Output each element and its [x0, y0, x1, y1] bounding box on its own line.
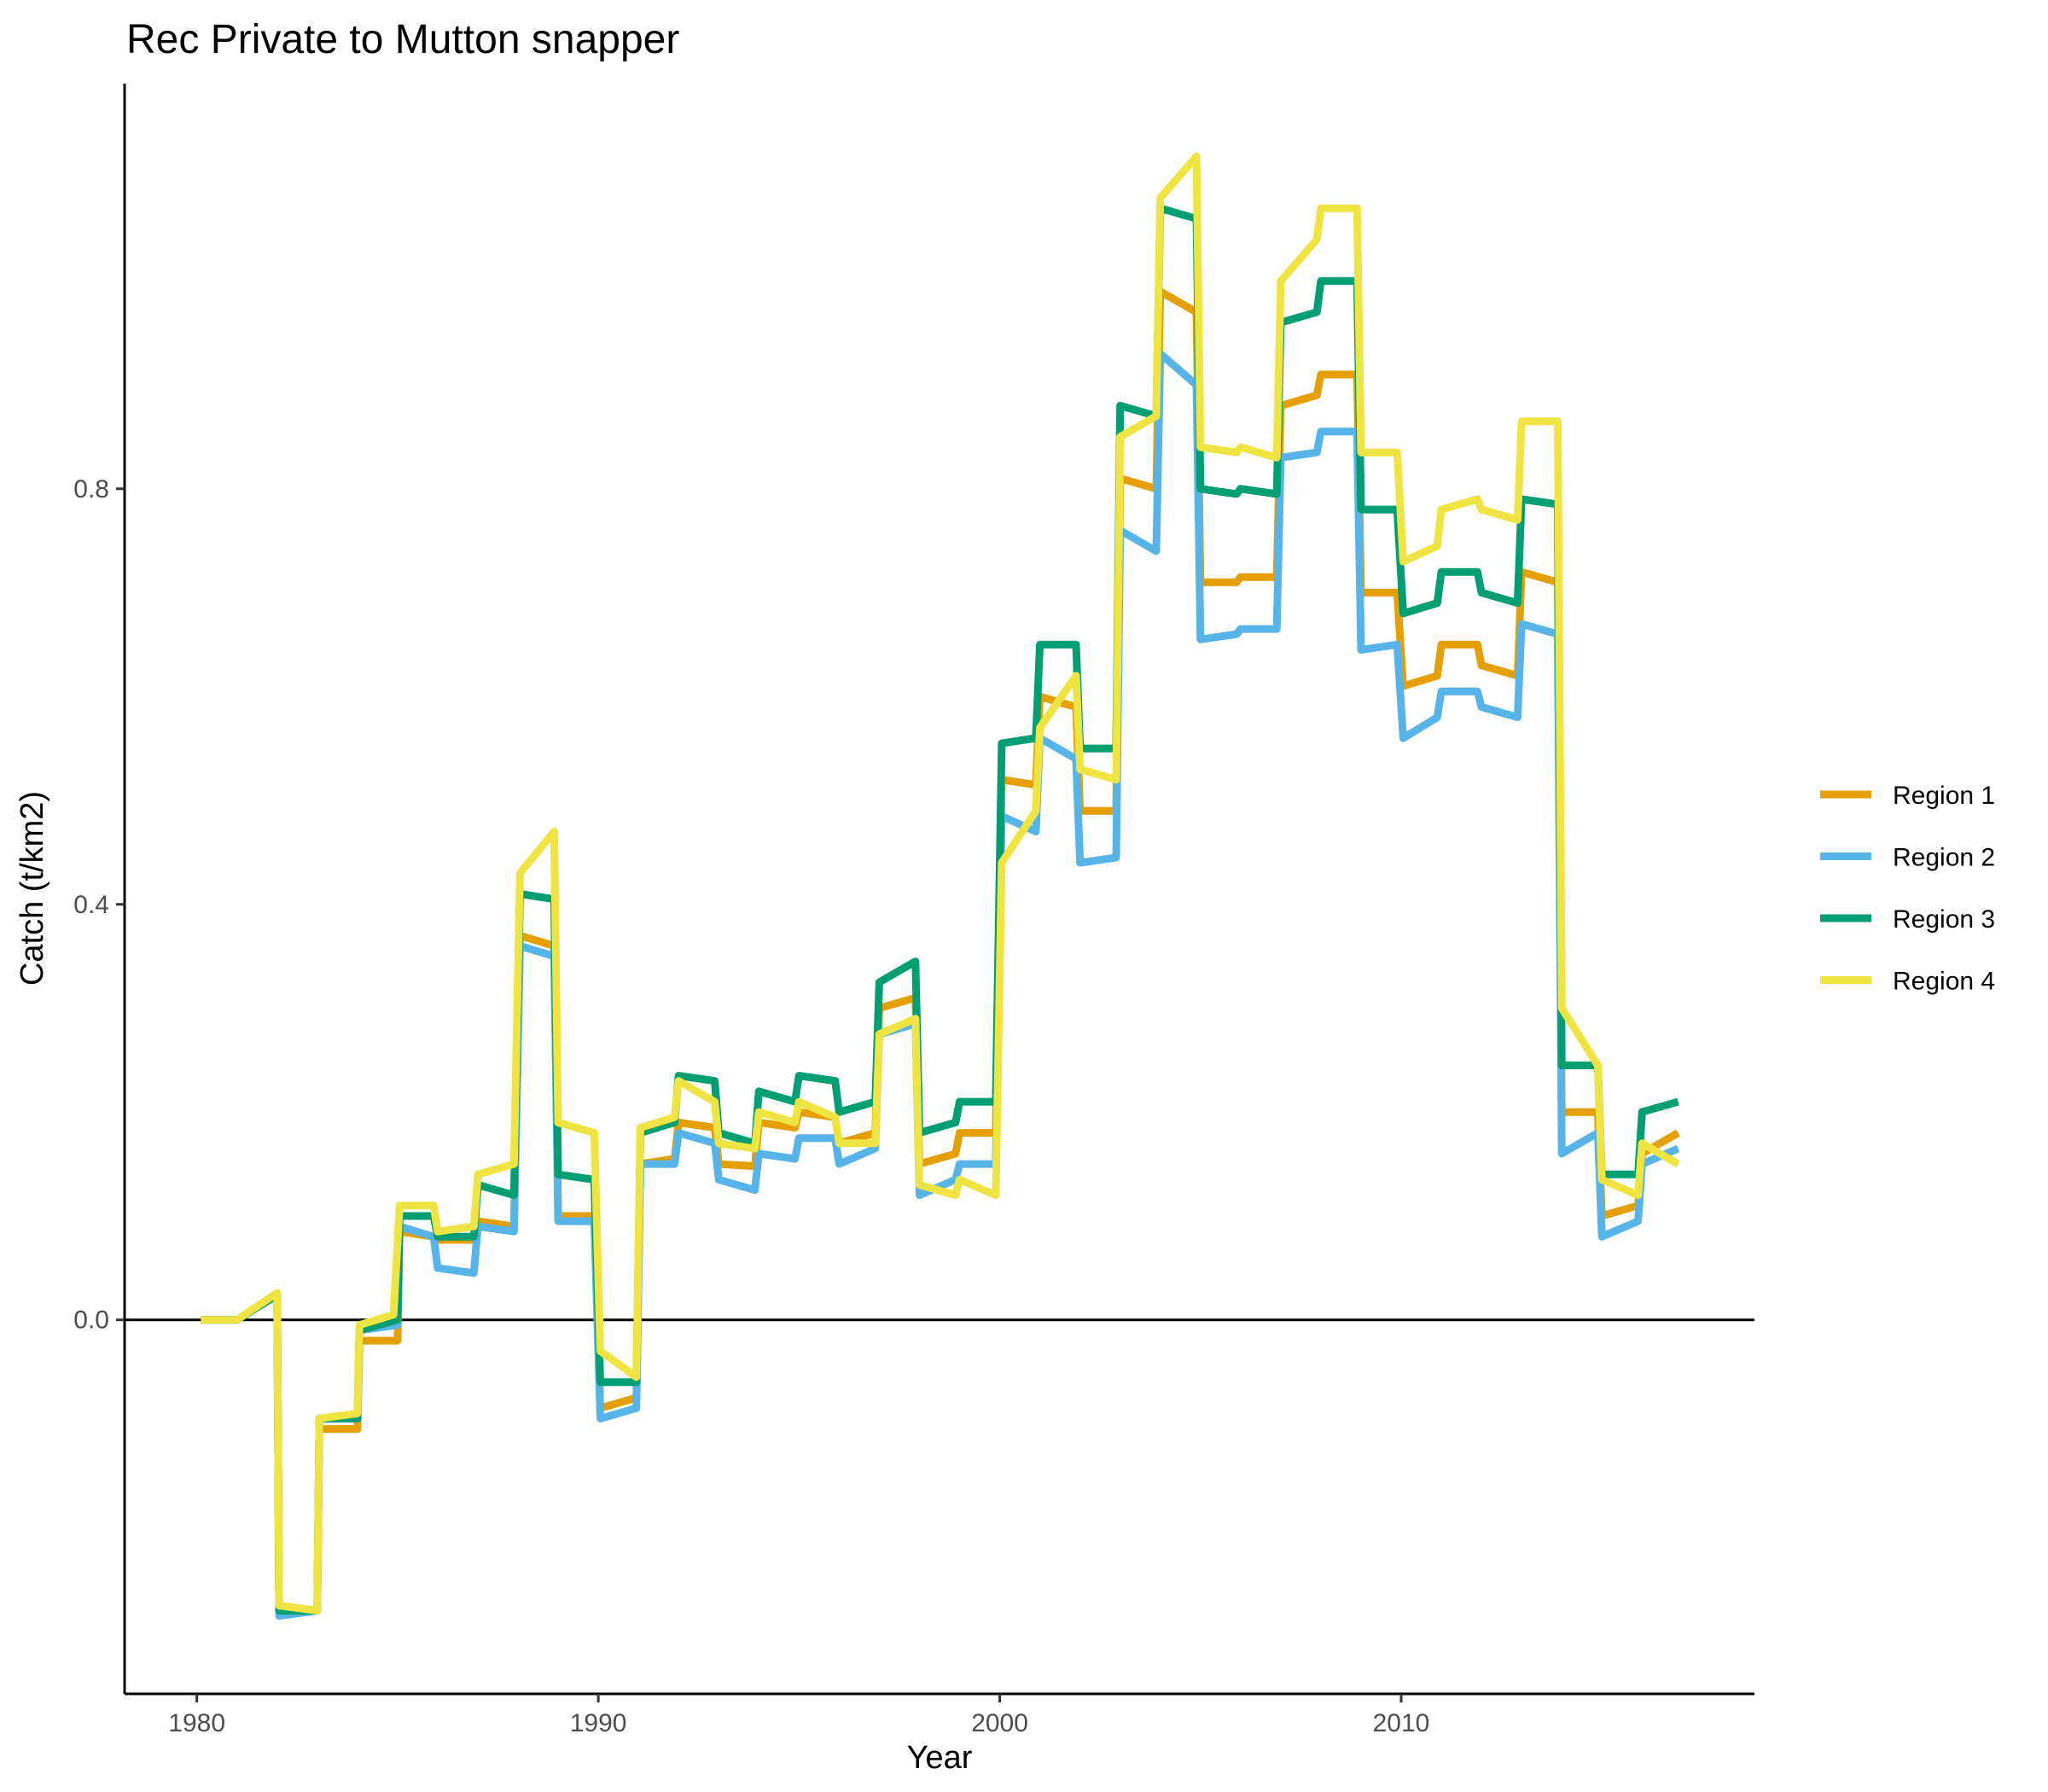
- x-axis-title: Year: [907, 1740, 973, 1776]
- series-line-region-4: [201, 152, 1680, 1615]
- legend-label-region-4: Region 4: [1893, 968, 1995, 996]
- legend: Region 1 Region 2 Region 3 Region 4: [1820, 782, 1995, 996]
- legend-label-region-2: Region 2: [1893, 844, 1995, 872]
- y-tick-label: 0.8: [73, 475, 109, 503]
- x-tick-label: 2010: [1373, 1709, 1430, 1737]
- series-line-region-2: [201, 350, 1680, 1620]
- series-line-region-1: [201, 288, 1680, 1615]
- x-tick-label: 2000: [971, 1709, 1028, 1737]
- x-tick-label: 1990: [570, 1709, 627, 1737]
- chart-title: Rec Private to Mutton snapper: [126, 17, 679, 62]
- x-axis-ticks: 1980 1990 2000 2010: [168, 1694, 1429, 1737]
- x-tick-label: 1980: [168, 1709, 225, 1737]
- series-layer: [201, 152, 1680, 1620]
- legend-label-region-1: Region 1: [1893, 782, 1995, 810]
- y-axis-ticks: 0.0 0.4 0.8: [73, 475, 125, 1335]
- series-line-region-3: [201, 204, 1679, 1615]
- y-axis-title: Catch (t/km2): [15, 791, 50, 986]
- y-tick-label: 0.4: [73, 891, 109, 919]
- legend-label-region-3: Region 3: [1893, 905, 1995, 934]
- y-tick-label: 0.0: [73, 1306, 109, 1335]
